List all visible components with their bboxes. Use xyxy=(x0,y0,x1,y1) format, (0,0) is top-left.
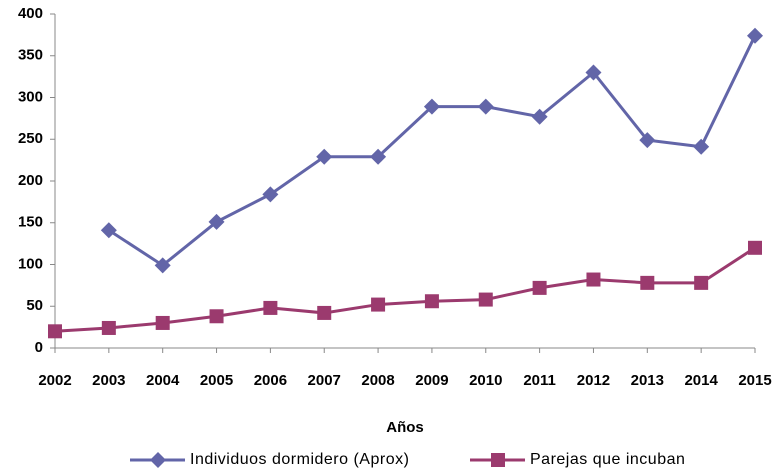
data-point xyxy=(424,294,439,309)
y-tick-label: 200 xyxy=(18,172,43,189)
data-point xyxy=(370,148,387,165)
y-tick-label: 350 xyxy=(18,47,43,64)
data-point xyxy=(748,240,762,255)
data-point xyxy=(477,98,494,115)
x-axis-label: Años xyxy=(386,419,424,436)
x-tick-label: 2013 xyxy=(631,372,664,389)
x-tick-label: 2012 xyxy=(577,372,610,389)
x-tick-label: 2003 xyxy=(92,372,125,389)
data-point xyxy=(693,138,710,155)
x-tick-label: 2004 xyxy=(146,372,180,389)
legend-label: Individuos dormidero (Aprox) xyxy=(190,451,409,468)
data-point xyxy=(585,64,602,81)
legend-marker xyxy=(491,453,505,467)
data-point xyxy=(101,320,116,335)
x-tick-label: 2014 xyxy=(684,372,718,389)
data-point xyxy=(316,148,333,165)
data-point xyxy=(586,272,601,287)
x-tick-label: 2002 xyxy=(38,372,71,389)
legend-label: Parejas que incuban xyxy=(530,451,685,468)
data-point xyxy=(154,257,171,274)
y-tick-label: 400 xyxy=(18,5,43,22)
data-point xyxy=(640,275,655,290)
x-tick-label: 2009 xyxy=(415,372,448,389)
data-point xyxy=(317,305,332,320)
data-point xyxy=(48,324,62,339)
data-point xyxy=(531,108,548,125)
x-tick-label: 2011 xyxy=(523,372,556,389)
data-point xyxy=(423,98,440,115)
data-point xyxy=(478,292,493,307)
y-tick-label: 300 xyxy=(18,88,43,105)
x-tick-label: 2008 xyxy=(361,372,394,389)
series-line xyxy=(108,35,757,268)
data-point xyxy=(532,280,547,295)
series-line xyxy=(54,246,756,333)
data-point xyxy=(208,213,225,230)
y-tick-label: 150 xyxy=(18,214,43,231)
legend-marker xyxy=(150,452,166,468)
data-point xyxy=(747,27,763,44)
x-tick-label: 2010 xyxy=(469,372,502,389)
data-point xyxy=(100,222,117,239)
data-point xyxy=(263,300,278,315)
x-tick-label: 2005 xyxy=(200,372,233,389)
y-tick-label: 250 xyxy=(18,130,43,147)
data-point xyxy=(262,186,279,203)
x-tick-label: 2007 xyxy=(308,372,341,389)
data-point xyxy=(155,315,170,330)
data-point xyxy=(209,309,224,324)
y-tick-label: 50 xyxy=(26,297,43,314)
data-point xyxy=(639,132,656,149)
y-tick-label: 0 xyxy=(35,339,43,356)
y-tick-label: 100 xyxy=(18,255,43,272)
x-tick-label: 2015 xyxy=(738,372,771,389)
data-point xyxy=(371,297,386,312)
data-point xyxy=(694,275,709,290)
x-tick-label: 2006 xyxy=(254,372,287,389)
